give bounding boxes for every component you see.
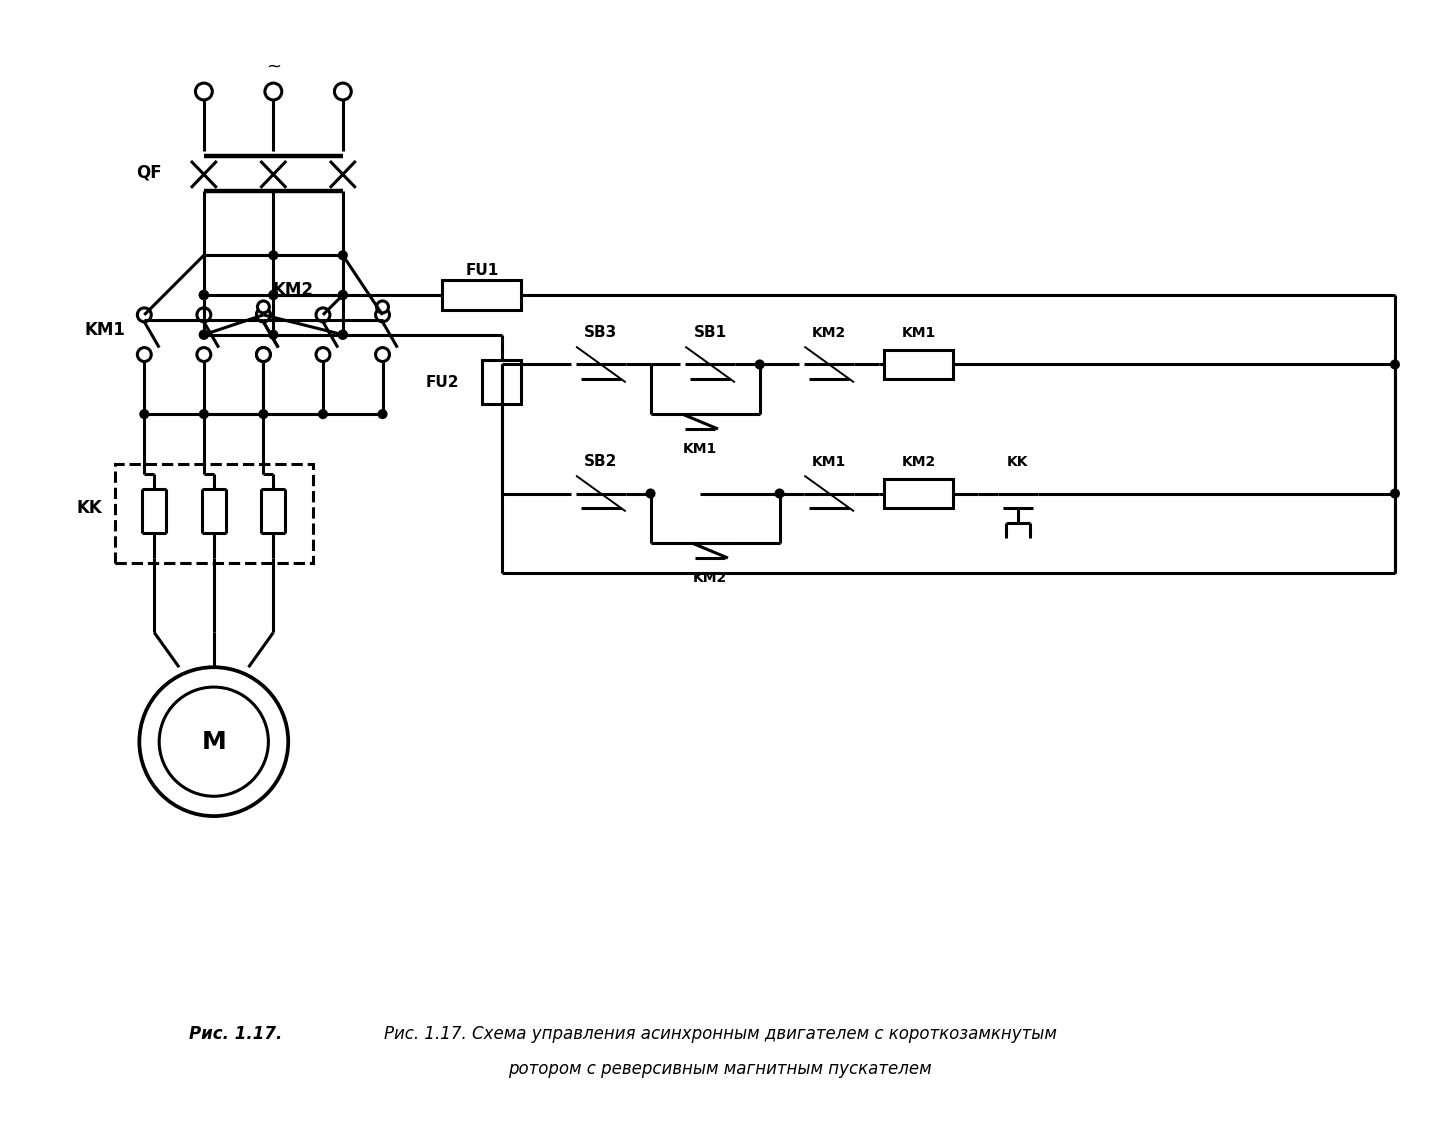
Circle shape (334, 83, 351, 100)
Text: KM1: KM1 (812, 455, 847, 468)
Text: Рис. 1.17. Схема управления асинхронным двигателем с короткозамкнутым: Рис. 1.17. Схема управления асинхронным … (383, 1025, 1057, 1043)
Text: SB3: SB3 (585, 326, 618, 340)
Circle shape (258, 409, 268, 419)
Text: M: M (202, 730, 226, 754)
Text: KK: KK (76, 500, 102, 518)
Circle shape (338, 290, 348, 300)
Text: FU1: FU1 (465, 263, 498, 277)
Circle shape (1390, 359, 1400, 369)
Circle shape (140, 409, 150, 419)
Circle shape (160, 687, 268, 796)
Circle shape (256, 308, 271, 322)
Circle shape (268, 290, 278, 300)
Circle shape (338, 250, 348, 261)
Circle shape (268, 290, 278, 300)
Text: KM1: KM1 (901, 326, 936, 340)
Circle shape (256, 308, 271, 322)
Circle shape (196, 83, 212, 100)
Circle shape (377, 409, 387, 419)
Circle shape (376, 348, 389, 362)
Text: Рис. 1.17.: Рис. 1.17. (189, 1025, 282, 1043)
Bar (442, 280, 521, 310)
Text: SB1: SB1 (694, 326, 727, 340)
Circle shape (137, 308, 151, 322)
Circle shape (338, 290, 348, 300)
Text: ~: ~ (266, 57, 281, 75)
Text: KM1: KM1 (683, 441, 717, 456)
Text: SB2: SB2 (585, 454, 618, 469)
Text: KM2: KM2 (693, 570, 727, 585)
Text: KM2: KM2 (272, 281, 314, 299)
Circle shape (197, 308, 210, 322)
Circle shape (775, 489, 785, 499)
Text: KM1: KM1 (84, 321, 125, 339)
Circle shape (315, 348, 330, 362)
Circle shape (256, 348, 271, 362)
Circle shape (256, 348, 271, 362)
Circle shape (318, 409, 328, 419)
Circle shape (199, 330, 209, 339)
Text: FU2: FU2 (425, 375, 459, 390)
Circle shape (376, 308, 389, 322)
Text: QF: QF (137, 164, 163, 182)
Bar (482, 359, 521, 404)
Circle shape (338, 330, 348, 339)
Circle shape (1390, 489, 1400, 499)
Text: KK: KK (1007, 455, 1028, 468)
Circle shape (315, 308, 330, 322)
Circle shape (645, 489, 655, 499)
Text: KM2: KM2 (812, 326, 847, 340)
Circle shape (338, 330, 348, 339)
Bar (884, 349, 953, 380)
Bar (884, 478, 953, 509)
Circle shape (755, 359, 765, 369)
Circle shape (137, 348, 151, 362)
Bar (115, 464, 312, 563)
Text: ротором с реверсивным магнитным пускателем: ротором с реверсивным магнитным пускател… (508, 1060, 932, 1078)
Circle shape (199, 409, 209, 419)
Circle shape (377, 301, 389, 313)
Circle shape (268, 330, 278, 339)
Circle shape (199, 330, 209, 339)
Circle shape (265, 83, 282, 100)
Circle shape (258, 310, 268, 320)
Circle shape (197, 348, 210, 362)
Circle shape (140, 667, 288, 816)
Circle shape (199, 290, 209, 300)
Circle shape (268, 250, 278, 261)
Circle shape (258, 301, 269, 313)
Circle shape (199, 290, 209, 300)
Circle shape (199, 290, 209, 300)
Text: KM2: KM2 (901, 455, 936, 468)
